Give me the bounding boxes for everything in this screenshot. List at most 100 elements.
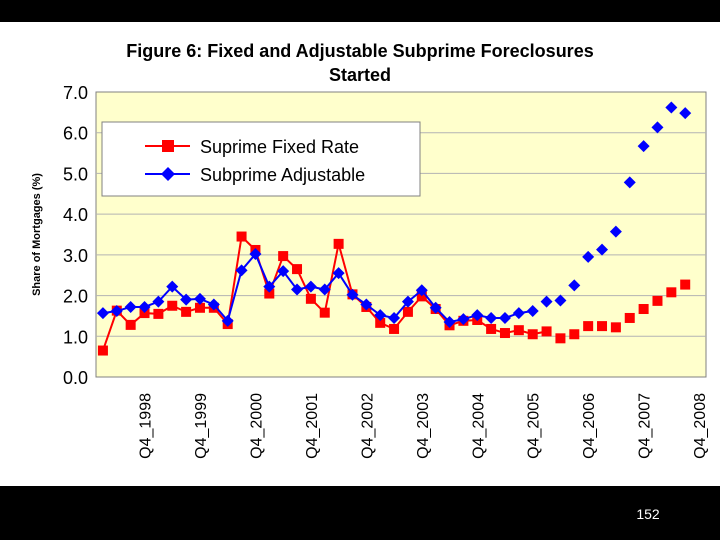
- data-point: [651, 121, 664, 134]
- data-point: [443, 316, 456, 329]
- x-tick-label: Q4_1998: [138, 393, 155, 459]
- data-point: [596, 243, 609, 256]
- data-point: [167, 300, 178, 311]
- data-point: [583, 321, 594, 332]
- data-point: [193, 292, 206, 305]
- series-layer: [96, 101, 692, 356]
- x-tick-label: Q4_2003: [415, 393, 432, 459]
- y-tick-label: 5.0: [63, 164, 88, 184]
- chart-title-line: Started: [329, 65, 391, 85]
- data-point: [541, 326, 552, 337]
- data-point: [638, 304, 649, 315]
- data-point: [471, 309, 484, 322]
- data-point: [304, 280, 317, 293]
- data-point: [346, 288, 359, 301]
- data-point: [235, 264, 248, 277]
- data-point: [527, 329, 538, 340]
- series-adjustable: [96, 101, 692, 329]
- chart-title-line: Figure 6: Fixed and Adjustable Subprime …: [126, 41, 593, 61]
- y-axis-ticks: 0.0 1.0 2.0 3.0 4.0 5.0 6.0 7.0: [63, 83, 88, 388]
- titles: Figure 6: Fixed and Adjustable Subprime …: [31, 41, 594, 296]
- y-axis-label: Share of Mortgages (%): [31, 173, 43, 296]
- data-point: [555, 333, 566, 344]
- data-point: [499, 328, 510, 339]
- data-point: [124, 300, 137, 313]
- data-point: [513, 325, 524, 336]
- data-point: [333, 238, 344, 249]
- x-tick-label: Q4_2008: [692, 393, 709, 459]
- data-point: [388, 311, 401, 324]
- data-point: [194, 302, 205, 313]
- data-point: [153, 308, 164, 319]
- y-tick-label: 0.0: [63, 368, 88, 388]
- data-point: [610, 322, 621, 333]
- data-point: [485, 311, 498, 324]
- data-point: [624, 312, 635, 323]
- data-point: [236, 231, 247, 242]
- data-point: [457, 313, 470, 326]
- page-number: 152: [636, 506, 660, 522]
- data-point: [166, 280, 179, 293]
- data-point: [125, 319, 136, 330]
- data-point: [181, 306, 192, 317]
- y-tick-label: 6.0: [63, 124, 88, 144]
- data-point: [292, 264, 303, 275]
- x-tick-label: Q4_2006: [581, 393, 598, 459]
- x-tick-label: Q4_1999: [193, 393, 210, 459]
- data-point: [138, 300, 151, 313]
- data-point: [96, 307, 109, 320]
- data-point: [637, 140, 650, 153]
- data-point: [540, 295, 553, 308]
- legend-label: Suprime Fixed Rate: [200, 137, 359, 157]
- data-point: [402, 306, 413, 317]
- data-point: [652, 295, 663, 306]
- x-tick-label: Q4_2000: [248, 393, 265, 459]
- legend: Suprime Fixed Rate Subprime Adjustable: [101, 121, 421, 197]
- data-point: [319, 307, 330, 318]
- data-point: [415, 284, 428, 297]
- data-point: [569, 329, 580, 340]
- data-point: [221, 314, 234, 327]
- data-point: [264, 288, 275, 299]
- data-point: [609, 225, 622, 238]
- legend-marker: [161, 167, 175, 181]
- x-tick-label: Q4_2004: [470, 393, 487, 459]
- data-point: [554, 294, 567, 307]
- y-tick-label: 3.0: [63, 246, 88, 266]
- slide: 0.0 1.0 2.0 3.0 4.0 5.0 6.0 7.0 Q4_1998 Q4_1999 Q…: [0, 22, 720, 486]
- data-point: [582, 250, 595, 263]
- x-tick-label: Q4_2005: [526, 393, 543, 459]
- legend-box: [101, 121, 421, 197]
- legend-marker: [162, 140, 174, 152]
- data-point: [180, 293, 193, 306]
- data-point: [277, 265, 290, 278]
- data-point: [207, 298, 220, 311]
- data-point: [374, 309, 387, 322]
- data-point: [486, 323, 497, 334]
- y-tick-label: 7.0: [63, 83, 88, 103]
- data-point: [332, 267, 345, 280]
- data-point: [680, 279, 691, 290]
- data-point: [498, 311, 511, 324]
- x-tick-label: Q4_2001: [304, 393, 321, 459]
- data-point: [291, 283, 304, 296]
- data-point: [401, 295, 414, 308]
- y-tick-label: 4.0: [63, 205, 88, 225]
- x-tick-label: Q4_2002: [359, 393, 376, 459]
- data-point: [389, 323, 400, 334]
- data-point: [512, 307, 525, 320]
- data-point: [110, 305, 123, 318]
- y-tick-label: 2.0: [63, 287, 88, 307]
- legend-label: Subprime Adjustable: [200, 165, 365, 185]
- data-point: [278, 251, 289, 262]
- x-tick-label: Q4_2007: [637, 393, 654, 459]
- data-point: [416, 291, 427, 302]
- data-point: [318, 283, 331, 296]
- data-point: [597, 321, 608, 332]
- data-point: [360, 298, 373, 311]
- data-point: [429, 301, 442, 314]
- data-point: [665, 101, 678, 114]
- data-point: [623, 176, 636, 189]
- x-axis-ticks: Q4_1998 Q4_1999 Q4_2000 Q4_2001 Q4_2002 Q4_20…: [138, 393, 710, 459]
- data-point: [526, 305, 539, 318]
